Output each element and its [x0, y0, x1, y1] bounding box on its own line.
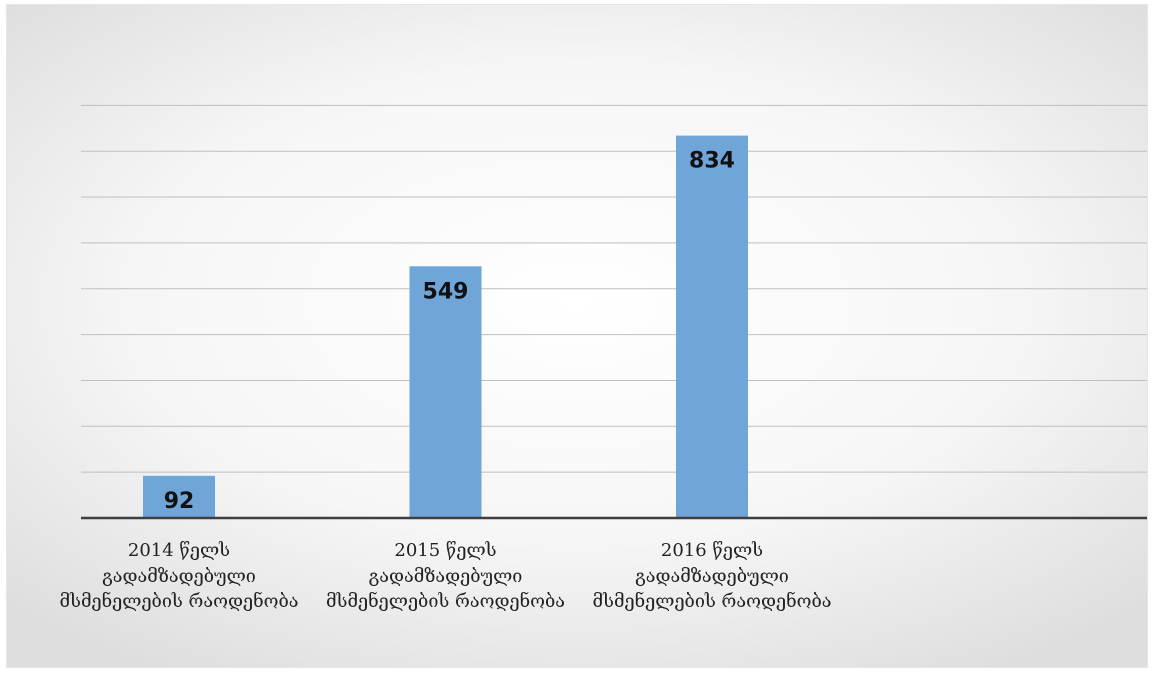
data-labels: 92 549 834 [164, 149, 735, 514]
data-label: 834 [689, 149, 735, 174]
bar [409, 266, 482, 518]
data-label: 92 [164, 489, 195, 514]
bar [143, 475, 215, 518]
data-label: 549 [423, 279, 469, 304]
bar [676, 135, 748, 518]
chart-area: 92 549 834 2014 წელს გადამზადებული მსმენელ… [6, 4, 1148, 668]
gridlines [81, 104, 1147, 473]
bar-chart: 92 549 834 [81, 104, 1147, 520]
bars [143, 135, 748, 518]
x-tick-label: 2014 წელს გადამზადებული მსმენელების რაოდ… [59, 540, 299, 612]
x-tick-label: 2015 წელს გადამზადებული მსმენელების რაოდ… [326, 540, 565, 612]
x-tick-label: 2016 წელს გადამზადებული მსმენელების რაოდ… [592, 540, 832, 612]
